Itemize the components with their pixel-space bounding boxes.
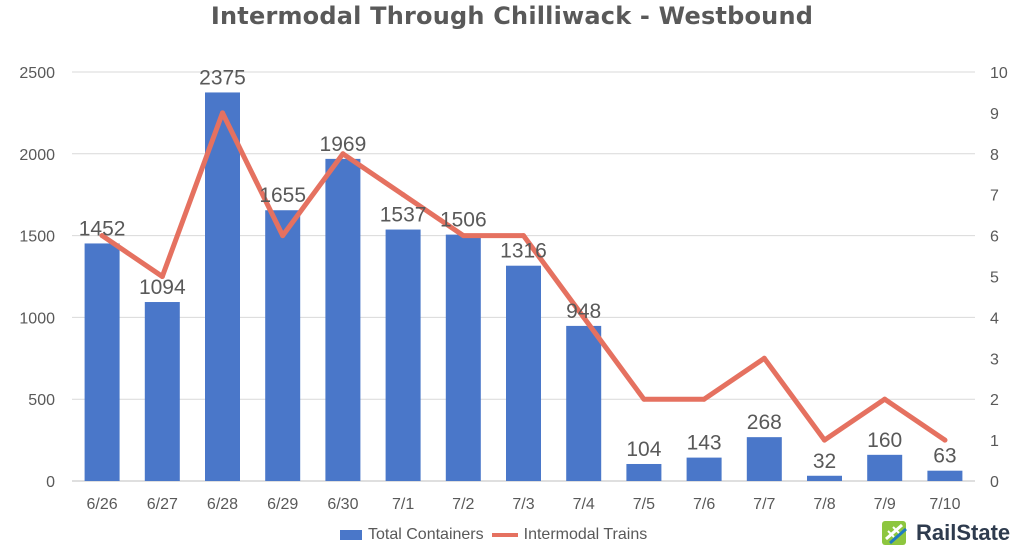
bar-data-label: 1655 bbox=[259, 184, 306, 207]
y-right-tick-label: 0 bbox=[990, 474, 999, 491]
y-right-tick-label: 5 bbox=[990, 270, 999, 287]
x-tick-label: 7/10 bbox=[929, 496, 960, 513]
bar bbox=[686, 457, 722, 481]
x-tick-label: 6/26 bbox=[87, 496, 118, 513]
x-tick-label: 7/5 bbox=[633, 496, 655, 513]
line-point bbox=[761, 355, 767, 361]
y-right-tick-label: 6 bbox=[990, 229, 999, 246]
data-labels: 1452 1094 2375 1655 1969 1537 1506 1316 948 104 14… bbox=[79, 66, 957, 472]
line-point bbox=[159, 274, 165, 279]
line-point bbox=[822, 437, 827, 443]
railstate-logo-icon bbox=[882, 521, 907, 545]
y-left-tick-label: 1000 bbox=[19, 310, 55, 327]
bar-data-label: 1316 bbox=[500, 240, 547, 263]
legend: Total Containers Intermodal Trains bbox=[340, 526, 655, 544]
line-series bbox=[99, 110, 948, 443]
bar bbox=[205, 92, 240, 481]
bar bbox=[445, 234, 481, 481]
bar-data-label: 143 bbox=[687, 432, 722, 455]
chart-title: Intermodal Through Chilliwack - Westboun… bbox=[210, 2, 814, 30]
x-tick-label: 7/7 bbox=[753, 496, 775, 513]
legend-line-swatch bbox=[491, 533, 518, 537]
line-point bbox=[280, 233, 286, 239]
line-point bbox=[641, 396, 647, 402]
bar-data-label: 104 bbox=[626, 438, 661, 461]
x-axis: 6/26 6/27 6/28 6/29 6/30 7/1 7/2 7/3 7/4 7/5 7/6 7/… bbox=[87, 496, 961, 513]
bar bbox=[807, 475, 842, 481]
y-right-tick-label: 1 bbox=[990, 433, 999, 450]
logo-text: RailState bbox=[916, 520, 1011, 545]
legend-label-trains: Intermodal Trains bbox=[523, 526, 648, 543]
line-point bbox=[882, 396, 888, 402]
bar-data-label: 268 bbox=[747, 411, 782, 434]
bar-series bbox=[84, 92, 963, 482]
legend-item-trains: Intermodal Trains bbox=[491, 526, 648, 544]
line-point bbox=[220, 110, 225, 116]
bar bbox=[506, 265, 541, 481]
line-point bbox=[581, 314, 587, 320]
line-point bbox=[400, 192, 406, 198]
y-right-tick-label: 7 bbox=[990, 188, 999, 205]
x-tick-label: 7/1 bbox=[392, 496, 414, 513]
y-right-tick-label: 9 bbox=[990, 106, 999, 123]
bar-data-label: 948 bbox=[566, 300, 601, 323]
y-right-tick-label: 10 bbox=[990, 65, 1008, 82]
y-left-tick-label: 1500 bbox=[19, 229, 55, 246]
bar bbox=[144, 302, 180, 481]
bar-data-label: 32 bbox=[813, 450, 836, 473]
y-left-tick-label: 2000 bbox=[19, 147, 55, 164]
y-right-tick-label: 3 bbox=[990, 351, 999, 368]
bar-data-label: 1537 bbox=[380, 204, 427, 227]
bar bbox=[566, 325, 602, 481]
x-tick-label: 6/29 bbox=[267, 496, 298, 513]
y-right-tick-label: 8 bbox=[990, 147, 999, 164]
line-point bbox=[521, 233, 526, 239]
bar-data-label: 1969 bbox=[320, 133, 367, 156]
bar-data-label: 63 bbox=[933, 445, 956, 468]
x-tick-label: 6/27 bbox=[147, 496, 178, 513]
bar bbox=[626, 463, 662, 481]
x-tick-label: 7/3 bbox=[512, 496, 534, 513]
y-left-tick-label: 2500 bbox=[19, 65, 55, 82]
bar bbox=[84, 243, 120, 481]
bar bbox=[867, 454, 903, 481]
line-point bbox=[942, 437, 948, 443]
legend-item-containers: Total Containers bbox=[340, 526, 484, 544]
line-point bbox=[701, 396, 707, 402]
bar-data-label: 160 bbox=[867, 429, 902, 452]
line-point bbox=[99, 233, 105, 239]
x-tick-label: 7/6 bbox=[693, 496, 715, 513]
x-tick-label: 7/9 bbox=[874, 496, 896, 513]
y-right-tick-label: 2 bbox=[990, 392, 999, 409]
line-point bbox=[340, 151, 346, 157]
legend-label-containers: Total Containers bbox=[368, 526, 484, 543]
bar bbox=[325, 158, 361, 482]
bar bbox=[385, 229, 421, 481]
bar bbox=[265, 210, 301, 481]
bar bbox=[746, 437, 782, 481]
right-axis: 0 1 2 3 4 5 6 7 8 9 10 bbox=[990, 65, 1008, 491]
x-tick-label: 6/28 bbox=[207, 496, 238, 513]
x-tick-label: 7/8 bbox=[813, 496, 835, 513]
bar-data-label: 1094 bbox=[139, 276, 186, 299]
legend-bar-swatch bbox=[340, 530, 362, 540]
x-tick-label: 6/30 bbox=[327, 496, 358, 513]
bar-data-label: 2375 bbox=[199, 66, 246, 89]
y-left-tick-label: 500 bbox=[28, 392, 55, 409]
y-left-tick-label: 0 bbox=[46, 474, 55, 491]
x-tick-label: 7/4 bbox=[573, 496, 595, 513]
line-point bbox=[460, 233, 466, 239]
y-right-tick-label: 4 bbox=[990, 310, 999, 327]
bar-data-label: 1506 bbox=[440, 209, 487, 232]
railstate-logo: RailState bbox=[882, 519, 1010, 547]
x-tick-label: 7/2 bbox=[452, 496, 474, 513]
left-axis: 0 500 1000 1500 2000 2500 bbox=[19, 65, 55, 491]
bar bbox=[927, 470, 963, 481]
bar-data-label: 1452 bbox=[79, 217, 126, 240]
